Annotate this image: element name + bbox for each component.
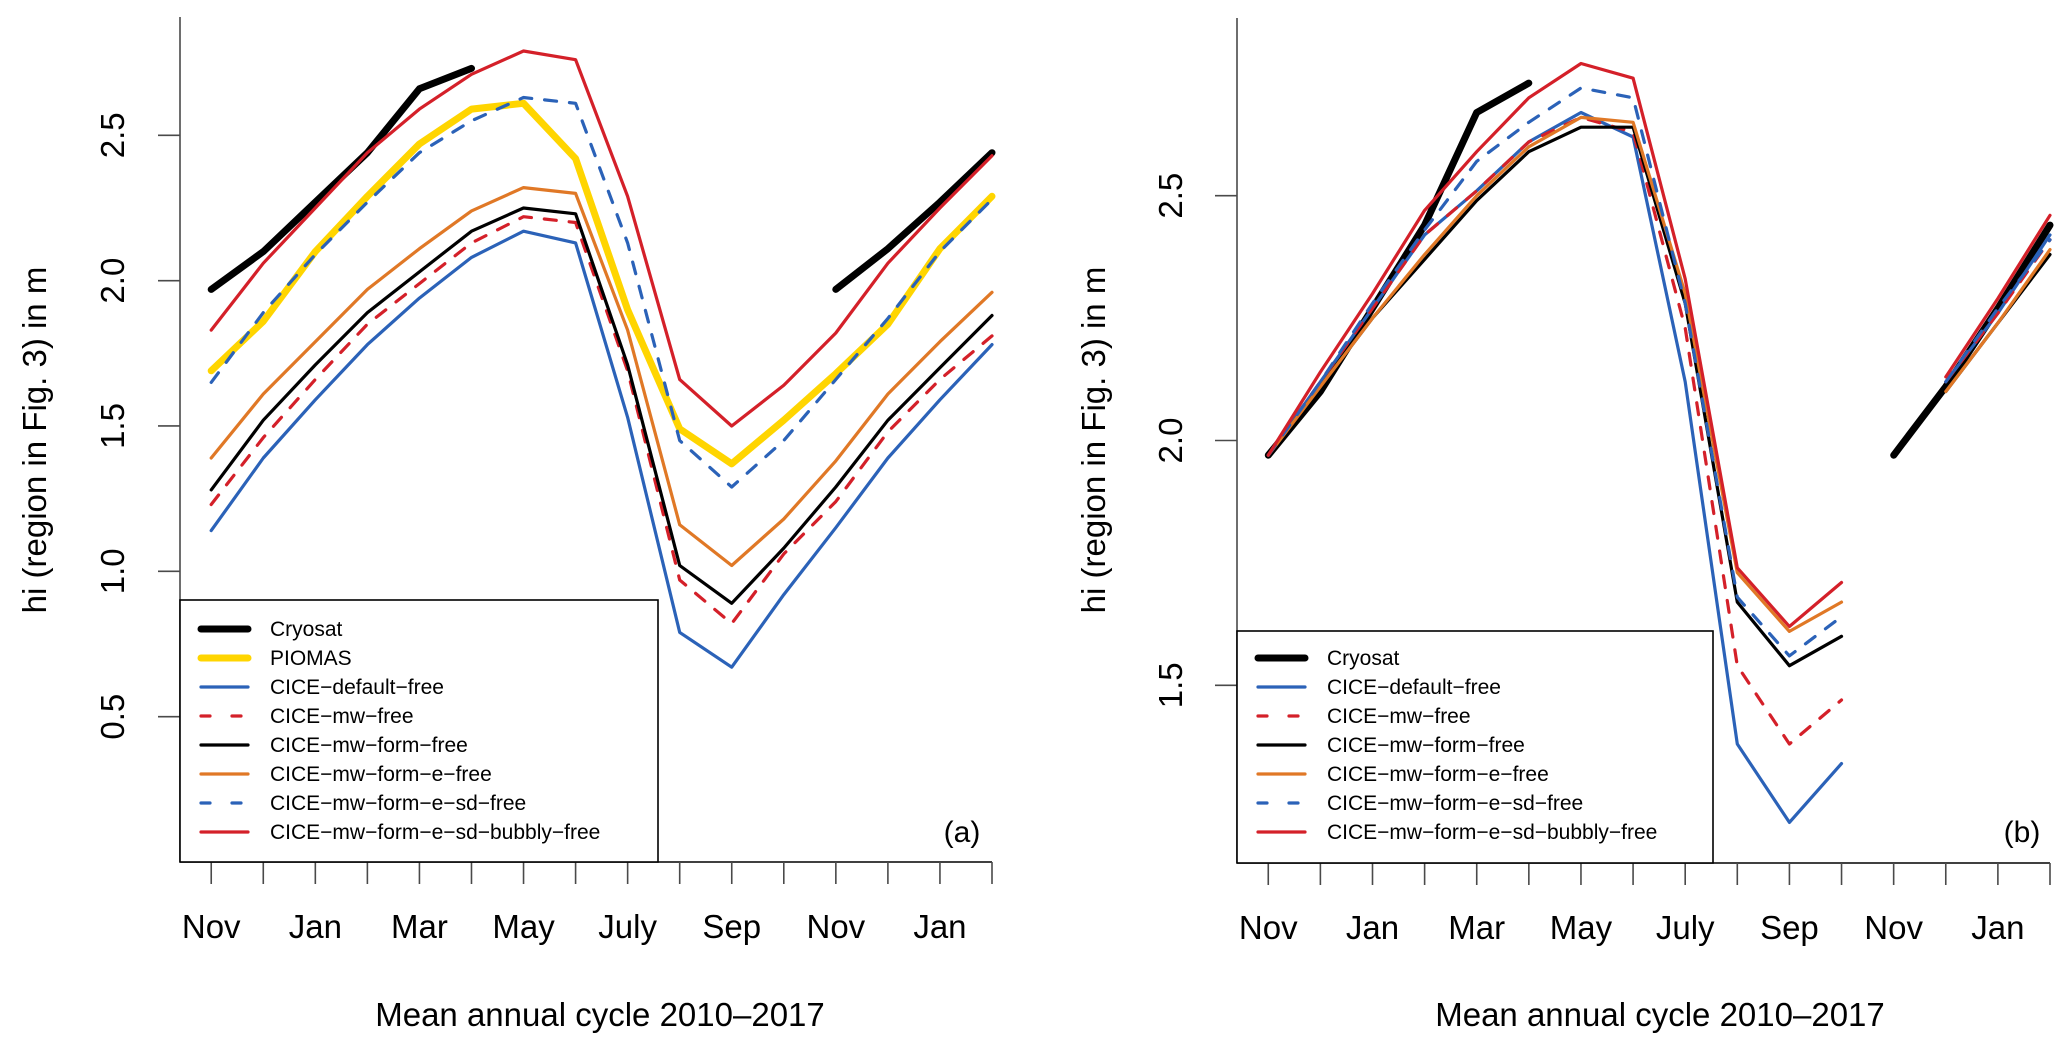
panel-b-legend-box [1236,630,1714,864]
panel-b-x-tick-label: Nov [1864,909,1923,946]
panel-a-legend-label: CICE−mw−form−e−sd−bubbly−free [270,821,600,844]
panel-a-series-line-2 [209,229,994,669]
panel-b-legend-label: CICE−mw−free [1327,705,1471,728]
panel-a-x-tick-label: Jan [289,908,342,945]
panel-b-x-axis-title: Mean annual cycle 2010–2017 [1435,996,1885,1033]
panel-b-series-line-3-seg0 [1266,125,1844,668]
panel-a-series-line-1 [207,99,996,468]
panel-a-axes: 0.5 1.0 1.5 2.0 2.5 Nov Jan Mar May July Sep Nov Jan [94,17,993,945]
panel-a: 0.5 1.0 1.5 2.0 2.5 Nov Jan Mar May July Sep Nov Jan… [16,17,996,1033]
panel-a-x-tick-label: Sep [702,908,761,945]
panel-a-y-tick-label: 0.5 [94,694,131,740]
panel-a-x-tick-label: Mar [391,908,448,945]
panel-b-legend-label: CICE−mw−form−e−free [1327,763,1549,786]
panel-b-series-line-6-seg0 [1266,61,1844,629]
panel-a-y-axis-title: hi (region in Fig. 3) in m [16,267,53,614]
panel-a-label: (a) [944,816,981,849]
panel-b-series-line-5-seg0 [1266,86,1844,658]
panel-b-x-tick-label: Nov [1239,909,1298,946]
panel-b-x-tick-label: May [1550,909,1613,946]
panel-a-x-tick-label: Jan [913,908,966,945]
panel-a-y-tick-label: 2.0 [94,258,131,304]
panel-b-x-tick-label: July [1656,909,1715,946]
panel-b-y-tick-label: 2.0 [1152,418,1189,464]
panel-b-series [1264,61,2054,825]
panel-a-series-line-0-seg0 [207,64,475,293]
panel-a-legend-label: CICE−mw−form−e−sd−free [270,792,526,815]
panel-a-x-axis-title: Mean annual cycle 2010–2017 [375,996,825,1033]
panel-b-y-tick-label: 1.5 [1152,662,1189,708]
panel-a-y-tick-label: 1.5 [94,403,131,449]
panel-b-series-line-2-seg0 [1266,115,1844,746]
panel-b-legend-label: CICE−mw−form−e−sd−free [1327,792,1583,815]
panel-a-series-line-3 [209,215,994,626]
panel-b-axes: 1.5 2.0 2.5 Nov Jan Mar May July Sep Nov Jan [1152,18,2051,946]
panel-b-legend-label: Cryosat [1327,647,1400,670]
panel-a-series-line-6 [209,95,994,489]
panel-b-y-tick-label: 2.5 [1152,173,1189,219]
panel-a-legend-label: CICE−mw−form−free [270,734,468,757]
panel-a-x-tick-label: Nov [182,908,241,945]
panel-a-series-line-5 [209,186,994,568]
panel-a-legend-label: PIOMAS [270,647,352,670]
panel-b-label: (b) [2004,816,2041,849]
panel-b-x-tick-label: Sep [1760,909,1819,946]
panel-b-series-line-5-seg1 [1944,238,2052,384]
panel-a-legend: Cryosat PIOMAS CICE−default−free CICE−mw−fr… [179,599,659,863]
panel-b-x-tick-label: Mar [1448,909,1505,946]
panel-b-legend: Cryosat CICE−default−free CICE−mw−free CICE… [1236,630,1714,864]
panel-a-x-tick-label: July [598,908,657,945]
panel-b-legend-label: CICE−mw−form−free [1327,734,1525,757]
panel-a-x-tick-label: May [492,908,555,945]
panel-a-legend-label: CICE−mw−form−e−free [270,763,492,786]
panel-a-legend-box [179,599,659,863]
panel-b-x-tick-label: Jan [1346,909,1399,946]
panel-a-legend-label: CICE−default−free [270,676,444,699]
panel-b-y-axis-title: hi (region in Fig. 3) in m [1075,267,1112,614]
panel-a-series [207,49,996,669]
panel-a-x-tick-label: Nov [807,908,866,945]
panel-b-x-tick-label: Jan [1971,909,2024,946]
panel-a-y-tick-label: 2.5 [94,112,131,158]
panel-a-series-line-0-seg1 [832,149,996,293]
panel-a-series-line-7 [209,49,994,428]
panel-b-legend-label: CICE−mw−form−e−sd−bubbly−free [1327,821,1657,844]
panel-a-legend-label: CICE−mw−free [270,705,414,728]
panel-a-series-line-4 [209,206,994,605]
panel-b-series-line-6-seg1 [1944,213,2052,379]
panel-a-legend-label: Cryosat [270,618,343,641]
panel-b-series-line-1-seg0 [1266,110,1844,825]
panel-b-series-line-4-seg1 [1944,248,2052,394]
panel-b-legend-label: CICE−default−free [1327,676,1501,699]
panel-b-series-line-4-seg0 [1266,115,1844,634]
panel-b: 1.5 2.0 2.5 Nov Jan Mar May July Sep Nov Jan Cryos… [1075,18,2054,1033]
panel-a-y-tick-label: 1.0 [94,548,131,594]
